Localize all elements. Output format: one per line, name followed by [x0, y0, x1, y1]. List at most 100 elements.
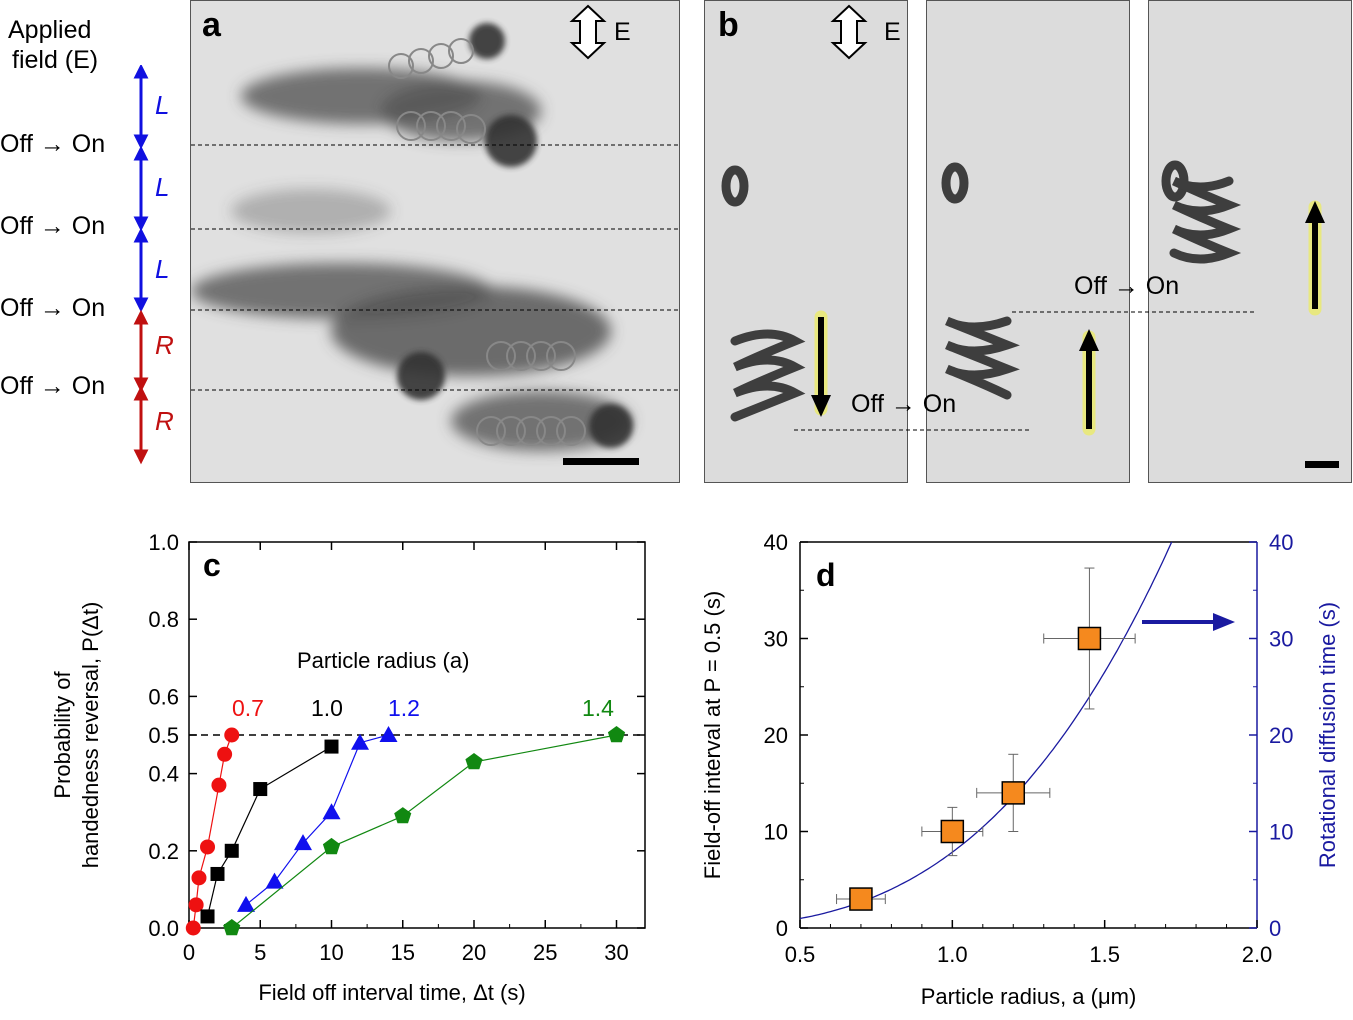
data-point-group	[976, 753, 1051, 832]
panel-a-field-label: E	[614, 18, 631, 46]
x-tick-label: 25	[533, 940, 557, 965]
applied-field-label-line1: Applied	[8, 16, 92, 44]
series-1.2	[237, 726, 398, 912]
series-1.0	[200, 739, 339, 924]
x-tick-label: 1.5	[1089, 942, 1120, 967]
y-tick-label: 0.6	[148, 684, 179, 709]
y-tick-label: 0	[776, 916, 788, 941]
y-axis-right-label: Rotational diffusion time (s)	[1315, 602, 1340, 868]
y-tick-label: 30	[764, 627, 788, 652]
x-tick-label: 15	[391, 940, 415, 965]
data-point-group	[921, 806, 984, 857]
y-right-tick-label: 20	[1269, 723, 1293, 748]
y-tick-label: 10	[764, 820, 788, 845]
data-point	[224, 843, 239, 858]
y-right-tick-label: 10	[1269, 820, 1293, 845]
handedness-label-2: L	[155, 172, 170, 202]
data-point	[200, 839, 216, 855]
series-label: 0.7	[232, 695, 264, 721]
micrograph-a-trajectories	[191, 4, 679, 465]
y-tick-label: 1.0	[148, 530, 179, 555]
x-axis-label: Field off interval time, Δt (s)	[258, 980, 525, 1005]
x-tick-label: 30	[604, 940, 628, 965]
panel-b: b E Off → On Off → On	[700, 0, 1353, 490]
y-tick-label: 0.5	[148, 723, 179, 748]
x-tick-label: 0	[183, 940, 195, 965]
handedness-label-4: R	[155, 330, 174, 360]
y-right-tick-label: 30	[1269, 627, 1293, 652]
data-point	[465, 753, 483, 770]
data-point	[224, 727, 240, 743]
data-point	[1001, 781, 1026, 805]
series-label: 1.4	[582, 695, 614, 721]
panel-a: Applied field (E) Off → On Off → On Off …	[0, 0, 680, 490]
panel-d-letter: d	[816, 557, 836, 593]
legend-title: Particle radius (a)	[297, 648, 469, 673]
data-point	[849, 887, 873, 911]
micrograph-b1	[704, 0, 908, 483]
y-tick-label: 0.8	[148, 607, 179, 632]
panel-c-letter: c	[203, 547, 221, 583]
data-point	[265, 872, 284, 889]
series-0.7	[185, 727, 240, 936]
y-tick-label: 0.4	[148, 762, 179, 787]
data-point	[188, 897, 204, 913]
y-right-tick-label: 0	[1269, 916, 1281, 941]
panel-b-guides	[794, 311, 1254, 431]
y-axis-label-line2: handedness reversal, P(Δt)	[78, 602, 103, 869]
data-point	[324, 739, 339, 754]
data-point	[940, 819, 965, 844]
series-label: 1.2	[388, 695, 420, 721]
data-point	[191, 870, 207, 886]
data-point	[217, 746, 233, 762]
switch-label-3: Off → On	[0, 294, 106, 322]
switch-label-4: Off → On	[0, 372, 106, 400]
data-point	[211, 777, 227, 793]
data-point	[607, 726, 626, 743]
y-right-tick-label: 40	[1269, 530, 1293, 555]
series-line	[245, 734, 389, 906]
micrograph-b2	[926, 0, 1130, 483]
y-tick-label: 0.2	[148, 839, 179, 864]
data-point	[394, 807, 412, 824]
x-tick-label: 10	[319, 940, 343, 965]
panel-b-switch-label-1: Off → On	[851, 390, 957, 418]
y-axis-left-label: Field-off interval at P = 0.5 (s)	[700, 591, 725, 879]
y-axis-label-group: Probability of handedness reversal, P(Δt)	[50, 602, 103, 869]
series-line	[231, 734, 617, 929]
y-tick-label: 40	[764, 530, 788, 555]
handedness-label-3: L	[155, 254, 170, 284]
y-axis-left-label-group: Field-off interval at P = 0.5 (s)	[700, 591, 725, 879]
y-tick-label: 20	[764, 723, 788, 748]
handedness-label-5: R	[155, 406, 174, 436]
fit-curve	[799, 541, 1173, 920]
micrograph-b3	[1148, 0, 1352, 483]
x-tick-label: 20	[462, 940, 486, 965]
data-point-group	[836, 887, 886, 911]
data-point	[1077, 626, 1102, 651]
data-point	[210, 866, 225, 881]
switch-label-1: Off → On	[0, 130, 106, 158]
x-tick-label: 2.0	[1242, 942, 1273, 967]
panel-b-switch-label-2: Off → On	[1074, 272, 1180, 300]
data-point	[294, 834, 312, 851]
switch-label-2: Off → On	[0, 212, 106, 240]
data-point	[223, 919, 241, 936]
micrograph-a	[190, 0, 680, 483]
data-point	[322, 803, 341, 820]
series-1.4	[223, 726, 626, 936]
data-point	[185, 920, 201, 936]
panel-b-field-label: E	[884, 18, 901, 46]
panel-a-letter: a	[202, 6, 221, 44]
right-axis-arrowhead	[1213, 613, 1235, 631]
x-tick-label: 1.0	[937, 942, 968, 967]
data-point	[200, 909, 215, 924]
applied-field-label-line2: field (E)	[12, 46, 99, 74]
handedness-label-1: L	[155, 90, 170, 120]
y-axis-right-label-group: Rotational diffusion time (s)	[1315, 602, 1340, 868]
data-point-group	[1043, 567, 1136, 710]
x-axis-label: Particle radius, a (μm)	[921, 984, 1137, 1009]
chart-c: 0 5 10 15 20 25 30 0.0 0.2 0.4 0.5 0.6 0.8 1.0 Field o…	[50, 530, 646, 1005]
handedness-arrows	[133, 65, 149, 465]
